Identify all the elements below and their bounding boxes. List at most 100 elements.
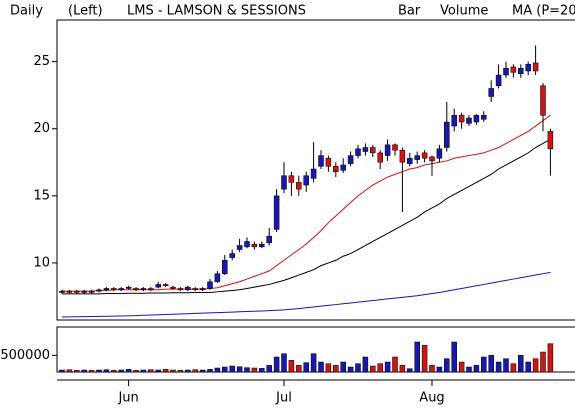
volume-bar [399,365,406,373]
volume-bar [59,369,65,373]
x-tick-label: Jul [275,391,292,406]
candle-body [214,273,221,282]
volume-bar [392,356,398,373]
candle-body [222,260,228,274]
volume-bar [66,369,73,373]
candle-body [377,152,383,163]
candle-body [318,155,324,167]
volume-bar [207,369,213,373]
y-tick-label: 15 [33,188,50,203]
volume-bar [540,351,546,373]
volume-bar [140,369,147,373]
volume-bar [414,341,420,373]
candle-body [66,290,73,293]
volume-bar [251,367,258,373]
volume-bar [377,363,383,373]
candle-body [266,235,272,244]
candle-body [466,117,472,124]
candle-body [429,156,435,162]
style-label: Bar [398,4,421,19]
volume-bar [222,366,228,373]
volume-bar [340,361,346,373]
volume-bar [192,369,198,373]
candle-body [518,68,524,74]
chart-title: LMS - LAMSON & SESSIONS [127,4,306,19]
volume-bar [429,365,435,373]
volume-bar [488,355,494,373]
volume-bar [355,363,361,373]
volume-bar [148,369,154,373]
volume-bar [177,370,184,373]
x-tick-label: Jun [117,391,138,406]
volume-bar [518,355,524,373]
candle-body [296,182,302,190]
volume-bar [370,365,376,373]
volume-bar [170,369,176,373]
ma-label: MA (P=20 [512,4,575,19]
candle-body [355,148,361,156]
volume-bar [74,370,80,373]
volume-bar [162,369,169,373]
volume-bar [421,345,428,373]
candle-body [96,289,102,292]
candle-body [229,253,235,258]
axis-side-label: (Left) [68,4,103,19]
candle-body [436,148,443,159]
volume-bar [303,362,309,373]
volume-bar [473,365,480,373]
candle-body [362,147,369,152]
candle-body [192,288,198,291]
volume-bar [81,369,87,373]
volume-bar [525,361,531,373]
volume-bar [547,343,554,373]
candle-body [384,144,391,156]
candle-body [288,175,295,183]
candle-body [259,243,265,248]
candle-body [399,149,406,163]
y-tick-label: 20 [33,121,50,136]
candle-body [510,66,517,73]
volume-bar [481,356,487,373]
candle-body [281,175,287,190]
volume-bar [111,370,117,373]
volume-label: Volume [440,4,488,19]
candle-body [170,286,176,289]
volume-bar [444,358,450,373]
volume-bar [185,369,191,373]
volume-bar [495,361,502,373]
volume-bar [155,369,161,373]
candle-body [207,281,213,289]
x-tick-label: Aug [419,391,444,406]
candle-body [392,144,398,151]
volume-bar [214,367,221,373]
candle-body [525,64,531,72]
period-label: Daily [10,4,43,19]
candle-body [59,290,65,293]
volume-bar [296,365,302,373]
moving-average [62,139,551,295]
volume-bar [125,369,132,373]
candle-body [148,288,154,291]
volume-bar [199,369,206,373]
y-tick-label: 25 [33,54,50,69]
candle-body [532,62,539,72]
volume-bar [384,361,391,373]
candle-body [473,115,480,123]
candle-body [407,158,413,164]
volume-bar [458,361,465,373]
candle-body [251,243,258,248]
candle-body [325,158,332,167]
candle-body [236,245,243,250]
candle-body [488,88,494,97]
volume-bar [273,356,280,373]
candle-body [74,290,80,293]
candle-body [370,147,376,154]
volume-bar [333,365,339,373]
candle-body [347,155,354,164]
volume-bar [325,363,332,373]
candle-body [451,115,457,127]
volume-bar [259,368,265,373]
volume-bar [88,370,95,373]
volume-bar [347,366,354,373]
